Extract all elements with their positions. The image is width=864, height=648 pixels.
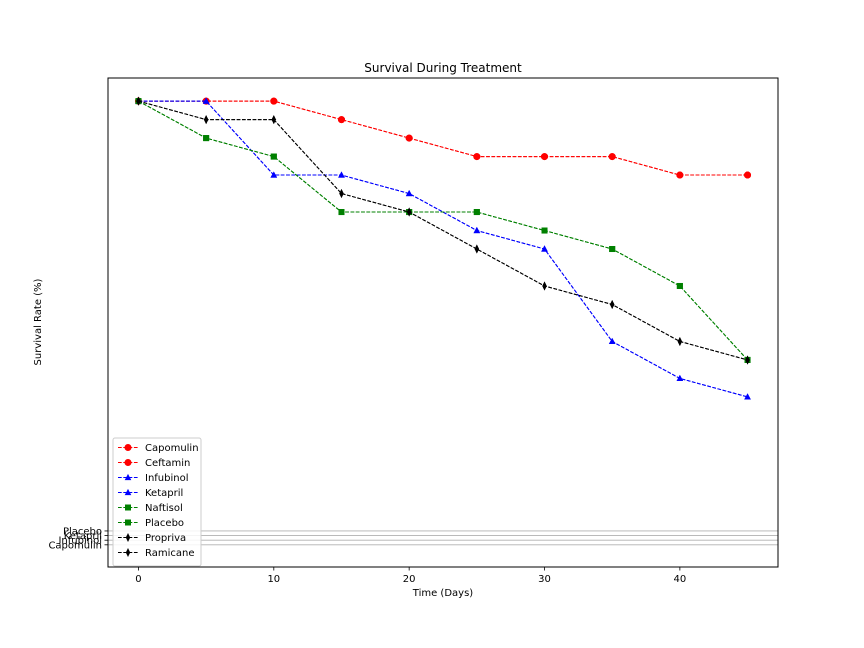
- series-ketapril: [135, 97, 751, 400]
- legend-marker: [124, 488, 132, 496]
- categorical-reference-lines: [108, 530, 778, 546]
- y-tick-label: Capomulin: [48, 540, 102, 551]
- data-point-ketapril: [338, 171, 345, 178]
- data-point-ceftamin: [744, 171, 752, 179]
- data-point-ketapril: [744, 393, 751, 400]
- series-infubinol: [135, 97, 751, 400]
- data-point-ramicane: [339, 189, 344, 199]
- data-point-ramicane: [677, 336, 683, 346]
- data-point-placebo: [609, 246, 616, 253]
- legend-item-placebo: Placebo: [118, 518, 184, 529]
- legend-label: Ceftamin: [145, 458, 190, 469]
- data-point-ramicane: [136, 96, 141, 106]
- plot-frame: [107, 77, 779, 568]
- x-axis-label: Time (Days): [412, 588, 474, 599]
- x-axis-ticks: 0 10 20 30 40: [135, 567, 686, 585]
- legend: Capomulin Ceftamin Infubinol Ketapril Naftis…: [112, 437, 202, 567]
- x-tick-label: 30: [538, 574, 551, 585]
- y-tick-label: Ketapril: [64, 531, 102, 542]
- x-tick-label: 10: [267, 574, 280, 585]
- data-point-placebo: [338, 209, 345, 216]
- legend-item-infubinol: Infubinol: [118, 473, 189, 484]
- legend-item-ceftamin: Ceftamin: [118, 458, 190, 469]
- data-point-ramicane: [609, 299, 615, 309]
- legend-marker: [125, 519, 131, 526]
- legend-marker: [125, 504, 131, 511]
- y-tick-label: Infubinol: [58, 536, 102, 547]
- data-point-ceftamin: [676, 171, 684, 179]
- data-point-ceftamin: [541, 153, 549, 161]
- data-point-ketapril: [473, 226, 481, 234]
- data-point-placebo: [203, 135, 210, 142]
- legend-item-naftisol: Naftisol: [118, 503, 183, 514]
- series-line-placebo: [138, 100, 748, 361]
- data-point-ketapril: [676, 374, 684, 382]
- legend-item-ketapril: Ketapril: [118, 488, 183, 499]
- data-point-ramicane: [203, 115, 209, 125]
- series-line-ramicane: [138, 100, 748, 361]
- data-point-placebo: [473, 209, 480, 216]
- series-line-capomulin: [138, 100, 748, 176]
- legend-marker: [124, 459, 132, 466]
- data-point-placebo: [676, 282, 683, 289]
- data-point-placebo: [270, 153, 277, 160]
- legend-marker: [124, 473, 132, 481]
- legend-label: Ramicane: [145, 548, 195, 559]
- series-ceftamin: [134, 97, 752, 179]
- series-line-ketapril: [138, 100, 748, 398]
- data-point-ceftamin: [405, 134, 413, 142]
- legend-marker: [124, 444, 132, 451]
- chart-title: Survival During Treatment: [364, 61, 522, 75]
- data-point-placebo: [541, 227, 548, 234]
- series-line-ceftamin: [138, 100, 748, 176]
- data-point-ramicane: [406, 207, 412, 217]
- legend-label: Propriva: [145, 533, 186, 544]
- legend-label: Infubinol: [145, 473, 189, 484]
- data-point-ketapril: [541, 245, 548, 252]
- legend-label: Ketapril: [145, 488, 183, 499]
- data-point-ramicane: [271, 115, 277, 125]
- data-point-ramicane: [745, 355, 750, 365]
- data-point-ceftamin: [337, 116, 345, 124]
- data-point-ketapril: [202, 97, 210, 104]
- x-tick-label: 20: [403, 574, 416, 585]
- legend-label: Capomulin: [145, 443, 199, 454]
- legend-item-ramicane: Ramicane: [118, 548, 195, 559]
- series-ramicane: [136, 96, 750, 365]
- series-capomulin: [134, 97, 752, 179]
- data-point-ceftamin: [608, 153, 616, 161]
- data-point-ceftamin: [473, 153, 481, 161]
- x-tick-label: 0: [135, 574, 141, 585]
- data-point-ketapril: [270, 171, 278, 178]
- legend-marker: [125, 548, 131, 557]
- legend-marker: [125, 533, 131, 542]
- legend-label: Naftisol: [145, 503, 183, 514]
- series-line-infubinol: [138, 100, 748, 398]
- x-tick-label: 40: [674, 574, 687, 585]
- legend-box: [112, 437, 202, 567]
- legend-item-propriva: Propriva: [118, 533, 186, 544]
- data-point-ketapril: [608, 337, 616, 345]
- legend-label: Placebo: [145, 518, 184, 529]
- y-axis-label: Survival Rate (%): [33, 278, 44, 365]
- legend-item-capomulin: Capomulin: [118, 443, 199, 454]
- data-point-ramicane: [542, 281, 547, 291]
- y-tick-label: Placebo: [63, 526, 102, 537]
- data-point-ramicane: [474, 244, 480, 254]
- data-point-ketapril: [405, 189, 413, 197]
- data-point-ceftamin: [270, 97, 278, 105]
- series-layer: [134, 96, 752, 400]
